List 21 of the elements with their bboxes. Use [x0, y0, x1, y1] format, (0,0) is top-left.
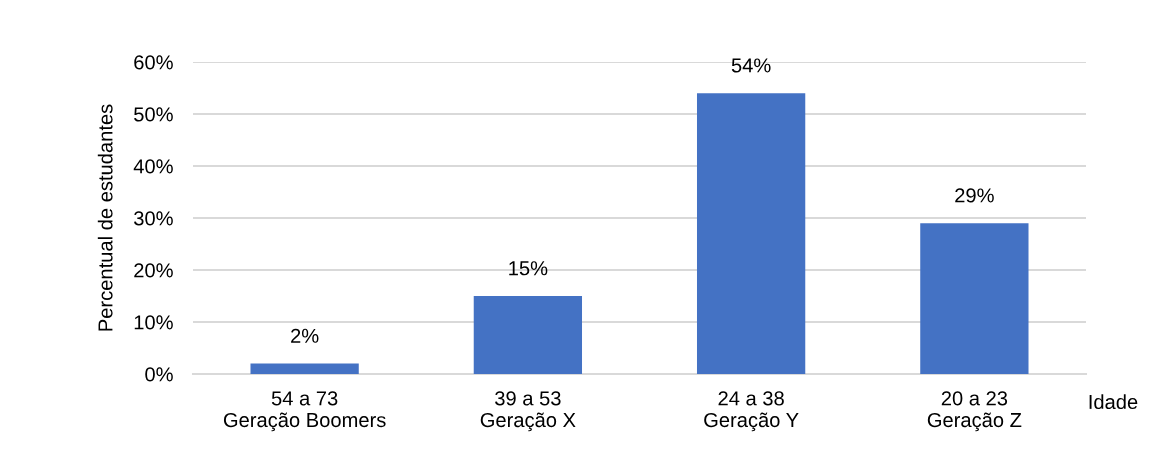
data-label: 15%	[509, 261, 548, 276]
y-axis-title: Percentual de estudantes	[97, 104, 113, 331]
bar	[920, 223, 1029, 374]
y-tick-label: 10%	[134, 315, 173, 330]
y-tick-label: 50%	[134, 107, 173, 122]
y-tick-label: 20%	[134, 263, 173, 278]
data-label: 29%	[955, 188, 994, 203]
y-tick-label: 40%	[133, 159, 173, 174]
data-label: 2%	[291, 328, 319, 343]
x-tick-label: 20 a 23 Geração Z	[927, 391, 1022, 432]
x-axis-title: Idade	[1089, 394, 1138, 410]
bar	[696, 93, 806, 374]
x-tick-label: 54 a 73 Geração Boomers	[223, 391, 386, 432]
bar	[473, 296, 583, 374]
y-tick-label: 0%	[145, 367, 173, 382]
data-label: 54%	[731, 58, 771, 73]
y-tick-label: 30%	[134, 211, 173, 226]
bar	[250, 363, 359, 374]
x-tick-label: 24 a 38 Geração Y	[704, 391, 799, 432]
y-tick-label: 60%	[134, 55, 173, 70]
x-tick-label: 39 a 53 Geração X	[480, 391, 576, 432]
